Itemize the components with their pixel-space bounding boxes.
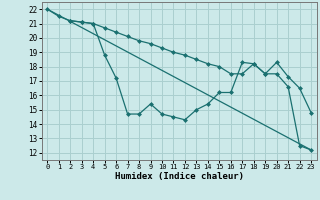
X-axis label: Humidex (Indice chaleur): Humidex (Indice chaleur) <box>115 172 244 181</box>
